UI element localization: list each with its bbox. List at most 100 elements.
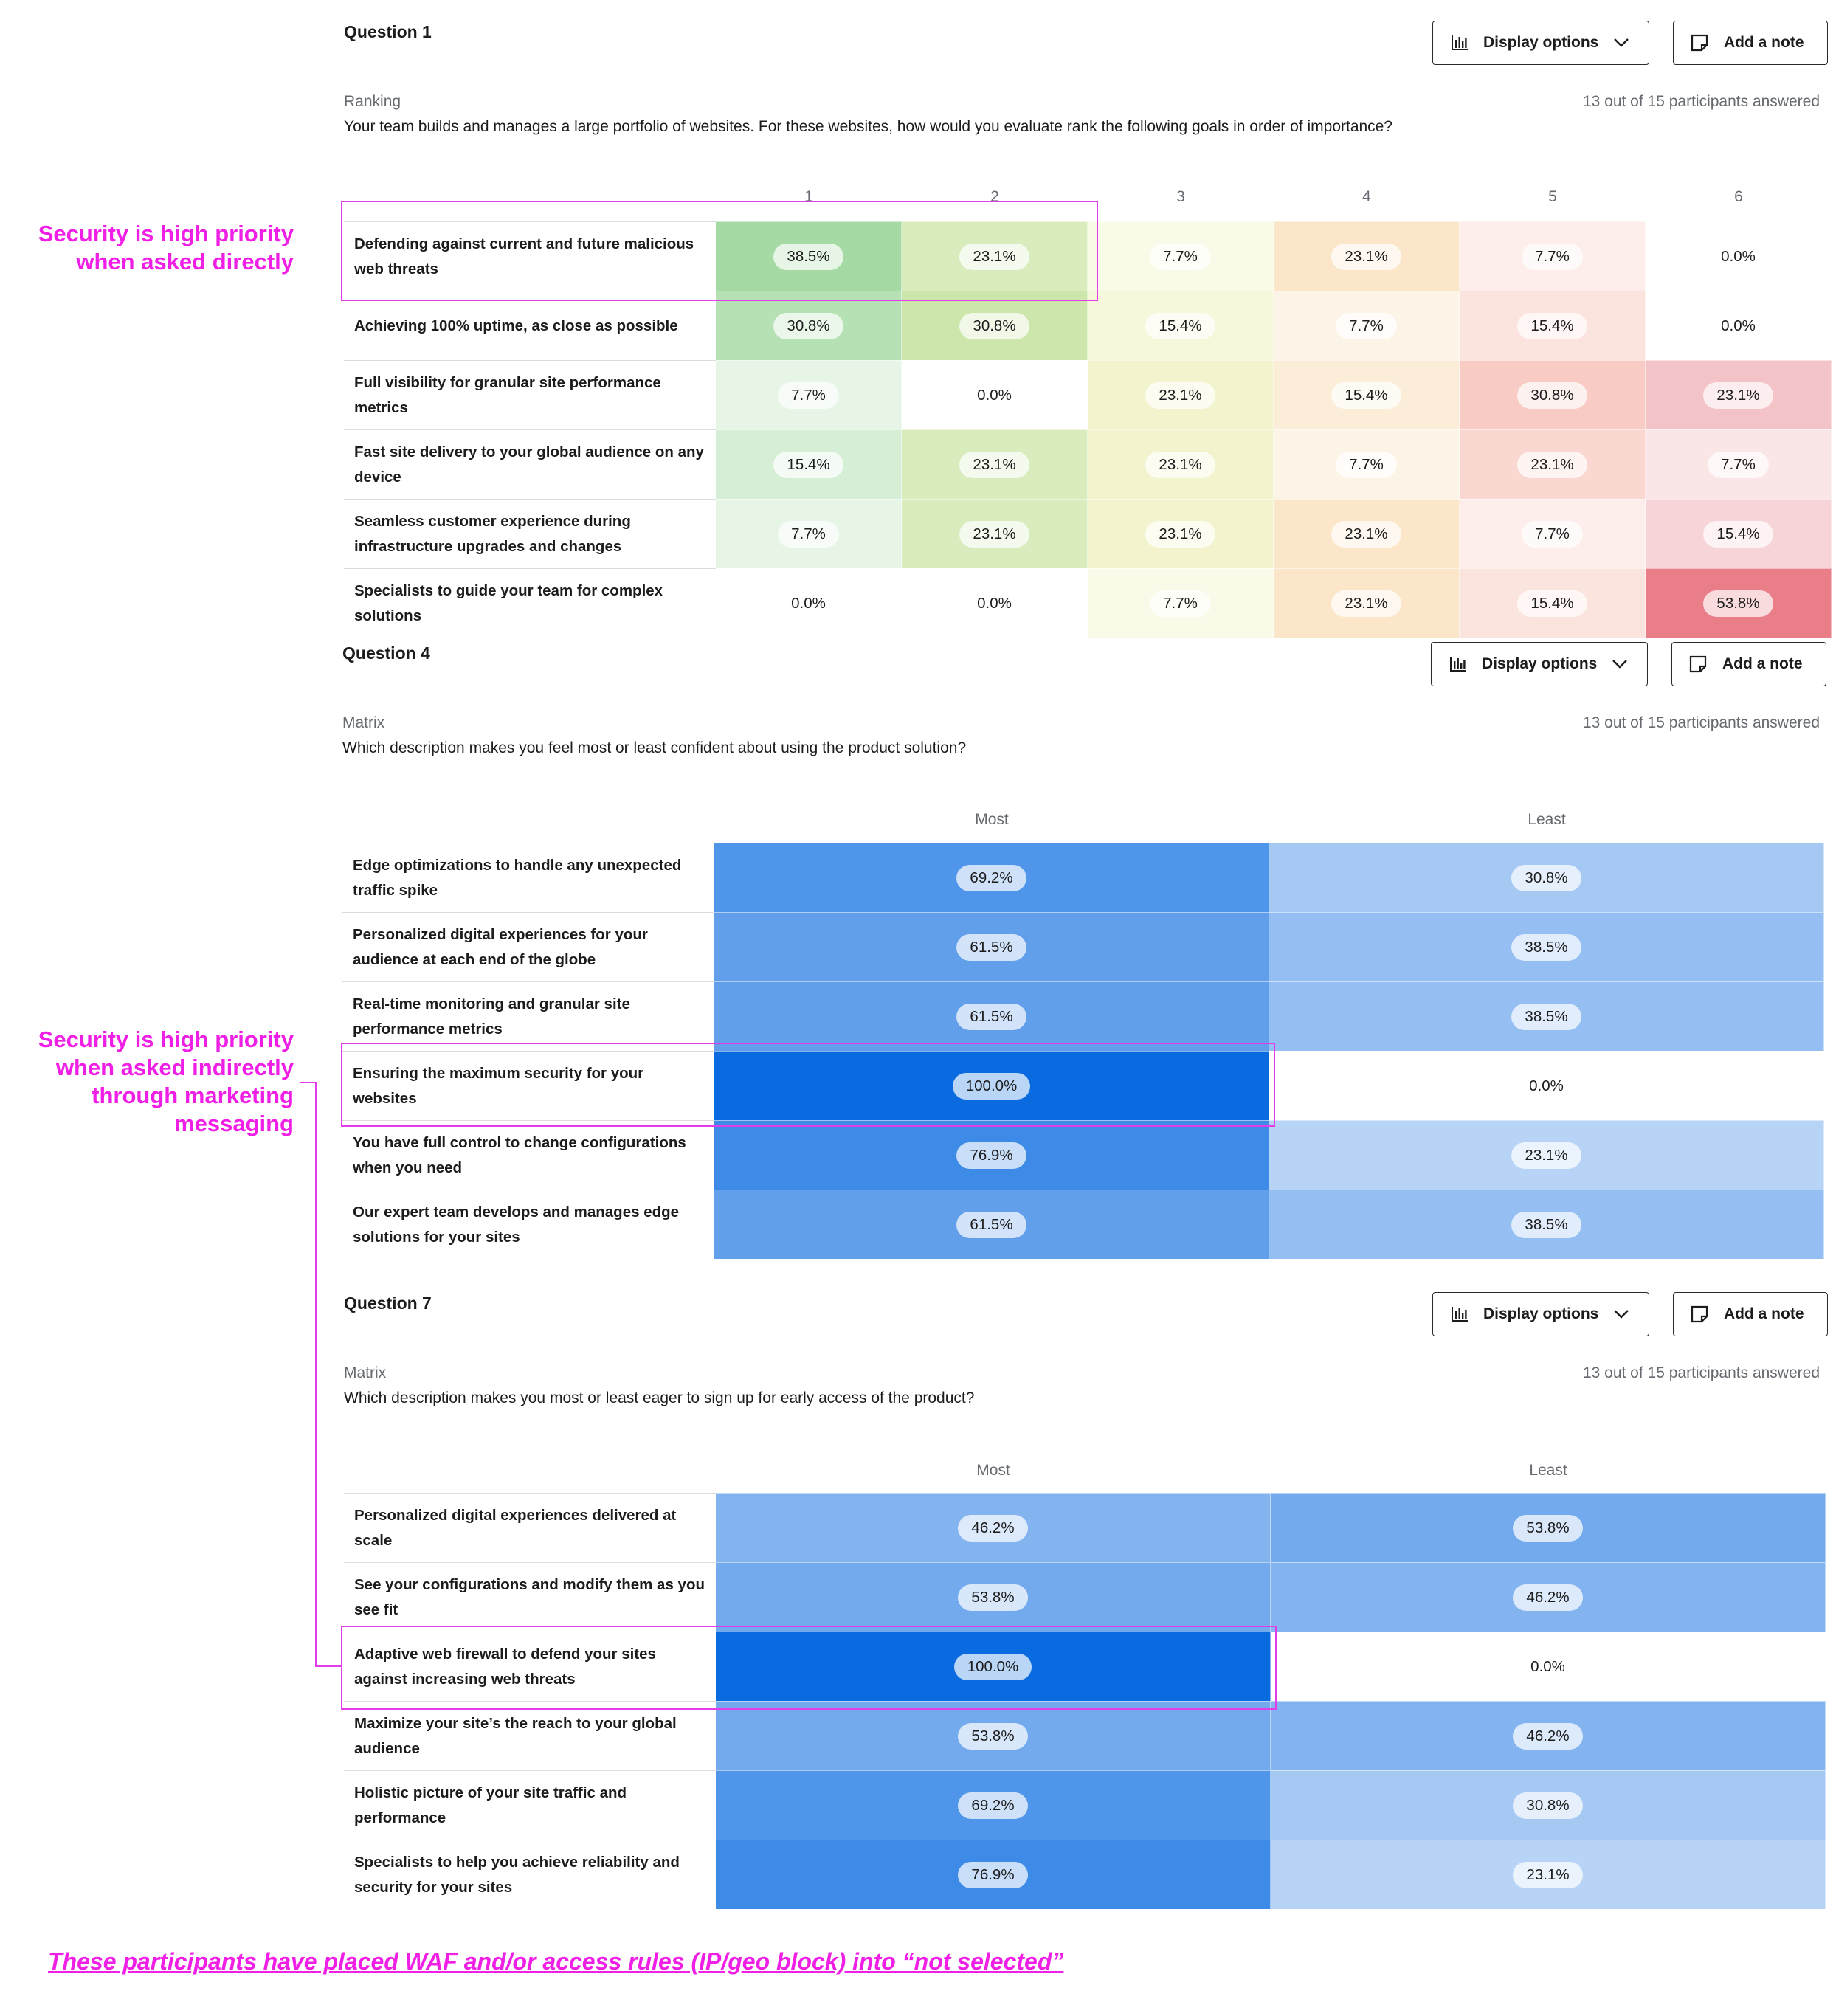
display-options-button[interactable]: Display options — [1432, 1292, 1649, 1336]
column-header: 3 — [1176, 188, 1185, 205]
display-options-button[interactable]: Display options — [1431, 642, 1648, 686]
value-label: 76.9% — [958, 1861, 1028, 1888]
value-cell: 76.9% — [716, 1840, 1271, 1909]
value-cell: 53.8% — [716, 1701, 1271, 1770]
question-text: Which description makes you most or leas… — [344, 1390, 975, 1406]
row-label: Real-time monitoring and granular site p… — [342, 981, 714, 1051]
note-icon — [1688, 655, 1708, 674]
value-label: 0.0% — [791, 594, 826, 612]
value-label: 53.8% — [1513, 1514, 1583, 1542]
value-label: 53.8% — [958, 1722, 1028, 1750]
value-label: 23.1% — [959, 520, 1029, 548]
value-label: 30.8% — [1511, 864, 1581, 891]
value-label: 15.4% — [1703, 520, 1773, 548]
value-cell: 61.5% — [714, 912, 1269, 981]
add-note-label: Add a note — [1724, 1305, 1804, 1322]
value-label: 7.7% — [1522, 520, 1583, 548]
add-note-button[interactable]: Add a note — [1671, 642, 1826, 686]
value-label: 38.5% — [1511, 1003, 1581, 1030]
value-label: 0.0% — [977, 386, 1012, 404]
value-label: 100.0% — [953, 1653, 1032, 1680]
value-label: 7.7% — [1708, 451, 1769, 478]
chart-icon — [1451, 35, 1469, 51]
chart-icon — [1449, 656, 1467, 672]
add-note-button[interactable]: Add a note — [1673, 21, 1828, 65]
value-cell: 46.2% — [716, 1493, 1271, 1562]
value-cell: 0.0% — [716, 568, 902, 638]
value-label: 46.2% — [958, 1514, 1028, 1542]
value-label: 23.1% — [1331, 590, 1401, 617]
footnote: These participants have placed WAF and/o… — [48, 1948, 1064, 1975]
row-label: Defending against current and future mal… — [344, 221, 716, 291]
value-label: 30.8% — [773, 312, 843, 339]
row-label: Fast site delivery to your global audien… — [344, 429, 716, 499]
value-cell: 38.5% — [716, 221, 902, 291]
value-label: 0.0% — [977, 594, 1012, 612]
value-label: 15.4% — [1517, 590, 1587, 617]
column-header: Least — [1528, 811, 1566, 828]
value-label: 23.1% — [1145, 451, 1215, 478]
row-label: Specialists to help you achieve reliabil… — [344, 1840, 716, 1909]
column-header: Most — [976, 1462, 1010, 1479]
display-options-label: Display options — [1483, 1305, 1599, 1322]
value-cell: 53.8% — [1646, 568, 1832, 638]
add-note-label: Add a note — [1724, 34, 1804, 51]
value-label: 30.8% — [1517, 382, 1587, 409]
value-cell: 23.1% — [1271, 1840, 1826, 1909]
value-cell: 15.4% — [1274, 360, 1460, 429]
value-label: 76.9% — [956, 1142, 1026, 1169]
value-cell: 30.8% — [1460, 360, 1646, 429]
row-label: See your configurations and modify them … — [344, 1562, 716, 1632]
value-cell: 53.8% — [1271, 1493, 1826, 1562]
row-label: Edge optimizations to handle any unexpec… — [342, 843, 714, 912]
value-cell: 23.1% — [1269, 1120, 1824, 1190]
value-cell: 0.0% — [1646, 221, 1832, 291]
value-cell: 15.4% — [1646, 499, 1832, 568]
value-cell: 0.0% — [902, 568, 1088, 638]
value-cell: 15.4% — [1460, 568, 1646, 638]
column-header: 5 — [1548, 188, 1557, 205]
row-label: Seamless customer experience during infr… — [344, 499, 716, 568]
annotation-direct: Security is high priority when asked dir… — [38, 221, 294, 275]
participants-answered: 13 out of 15 participants answered — [1582, 714, 1820, 731]
value-label: 100.0% — [952, 1072, 1031, 1100]
row-label: Personalized digital experiences for you… — [342, 912, 714, 981]
value-label: 0.0% — [1721, 317, 1756, 334]
value-cell: 100.0% — [714, 1051, 1269, 1120]
add-note-label: Add a note — [1722, 655, 1803, 672]
add-note-button[interactable]: Add a note — [1673, 1292, 1828, 1336]
value-label: 7.7% — [1336, 451, 1397, 478]
column-header: 4 — [1362, 188, 1371, 205]
value-label: 7.7% — [1150, 590, 1211, 617]
display-options-label: Display options — [1482, 655, 1598, 672]
value-cell: 30.8% — [1271, 1770, 1826, 1840]
value-label: 23.1% — [1331, 243, 1401, 270]
question-type: Matrix — [344, 1364, 387, 1381]
value-cell: 0.0% — [902, 360, 1088, 429]
participants-answered: 13 out of 15 participants answered — [1582, 1364, 1820, 1381]
value-label: 69.2% — [956, 864, 1026, 891]
value-cell: 23.1% — [1274, 499, 1460, 568]
value-label: 7.7% — [1336, 312, 1397, 339]
row-label: Achieving 100% uptime, as close as possi… — [344, 291, 716, 360]
value-label: 15.4% — [1331, 382, 1401, 409]
value-cell: 23.1% — [1088, 499, 1274, 568]
value-cell: 23.1% — [902, 429, 1088, 499]
value-cell: 23.1% — [1088, 429, 1274, 499]
value-label: 7.7% — [778, 520, 839, 548]
value-cell: 23.1% — [902, 499, 1088, 568]
value-cell: 23.1% — [1274, 221, 1460, 291]
value-cell: 7.7% — [1088, 568, 1274, 638]
display-options-label: Display options — [1483, 34, 1599, 51]
value-label: 30.8% — [1513, 1792, 1583, 1819]
question-title: Question 4 — [342, 643, 430, 663]
value-cell: 15.4% — [1460, 291, 1646, 360]
display-options-button[interactable]: Display options — [1432, 21, 1649, 65]
chevron-down-icon — [1613, 38, 1629, 48]
value-cell: 23.1% — [902, 221, 1088, 291]
value-cell: 38.5% — [1269, 981, 1824, 1051]
annotation-indirect: Security is high priority when asked ind… — [38, 1026, 294, 1136]
value-label: 23.1% — [1703, 382, 1773, 409]
value-label: 7.7% — [1150, 243, 1211, 270]
value-label: 46.2% — [1513, 1722, 1583, 1750]
